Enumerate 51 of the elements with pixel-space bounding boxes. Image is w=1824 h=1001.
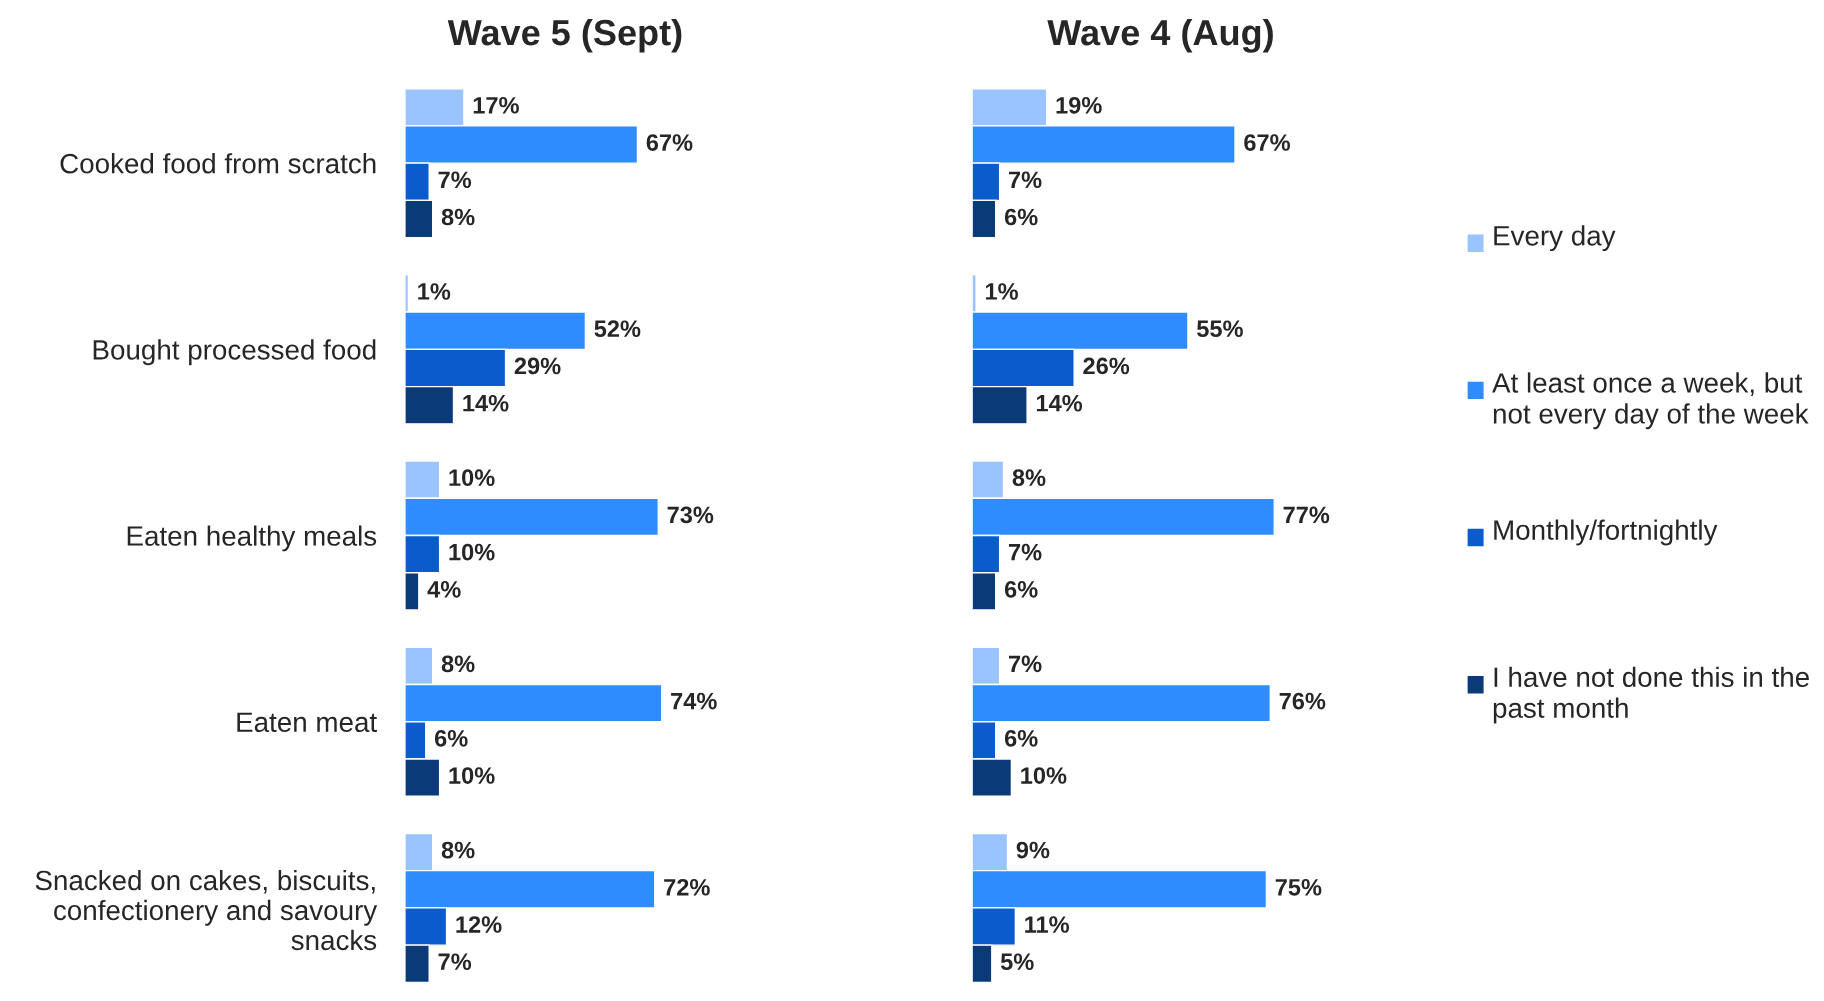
y-tick-label: Eaten healthy meals — [127, 525, 377, 552]
data-label: 6% — [1004, 208, 1038, 226]
legend-label: Every day — [1494, 225, 1616, 252]
data-label: 10% — [1021, 767, 1067, 784]
data-label: 8% — [1012, 469, 1046, 487]
data-label: 4% — [427, 581, 461, 598]
data-label: 10% — [449, 767, 495, 784]
data-label: 55% — [1197, 320, 1243, 338]
data-label: 67% — [646, 134, 693, 151]
data-label: 6% — [1004, 581, 1038, 598]
data-label: 8% — [441, 841, 475, 859]
data-label: 6% — [434, 729, 468, 747]
data-label: 76% — [1279, 692, 1326, 710]
data-label: 7% — [1009, 543, 1042, 561]
y-tick-label: Bought processed food — [93, 339, 376, 366]
data-label: 1% — [418, 283, 451, 300]
data-label: 17% — [473, 96, 519, 114]
data-label: 5% — [1000, 953, 1034, 971]
data-label: 7% — [1009, 171, 1042, 189]
data-label: 72% — [664, 878, 710, 896]
data-label: 7% — [438, 171, 472, 189]
data-label: 6% — [1004, 729, 1038, 747]
data-label: 67% — [1244, 134, 1290, 151]
data-label: 10% — [449, 469, 495, 487]
data-label: 14% — [463, 394, 509, 412]
data-label: 14% — [1036, 394, 1083, 412]
data-label: 8% — [441, 208, 475, 226]
data-label: 9% — [1016, 841, 1050, 859]
legend-label: Monthly/fortnightly — [1494, 519, 1718, 546]
data-label: 52% — [594, 320, 641, 338]
data-label: 7% — [1009, 655, 1042, 673]
legend-label: At least once a week, but not every day of the week — [1492, 372, 1809, 430]
data-label: 75% — [1275, 878, 1322, 896]
data-label: 73% — [667, 506, 714, 524]
data-label: 26% — [1083, 357, 1130, 375]
data-label: 11% — [1025, 916, 1070, 933]
data-label: 74% — [671, 692, 717, 710]
data-label: 8% — [441, 655, 475, 673]
chart-title: Wave 5 (Sept) — [447, 18, 682, 53]
data-label: 10% — [449, 543, 495, 561]
y-tick-label: Cooked food from scratch — [60, 153, 376, 174]
chart-title: Wave 4 (Aug) — [1047, 18, 1273, 53]
data-label: 77% — [1283, 506, 1330, 524]
legend-label: I have not done this in the past month — [1493, 666, 1809, 724]
y-tick-label: Eaten meat — [237, 712, 377, 733]
data-label: 1% — [985, 283, 1018, 300]
data-label: 29% — [514, 357, 561, 375]
y-tick-label: Snacked on cakes, biscuits, confectionery and savoury snacks — [35, 869, 378, 951]
data-label: 7% — [438, 953, 472, 971]
data-label: 12% — [456, 916, 502, 933]
data-label: 19% — [1056, 96, 1102, 114]
